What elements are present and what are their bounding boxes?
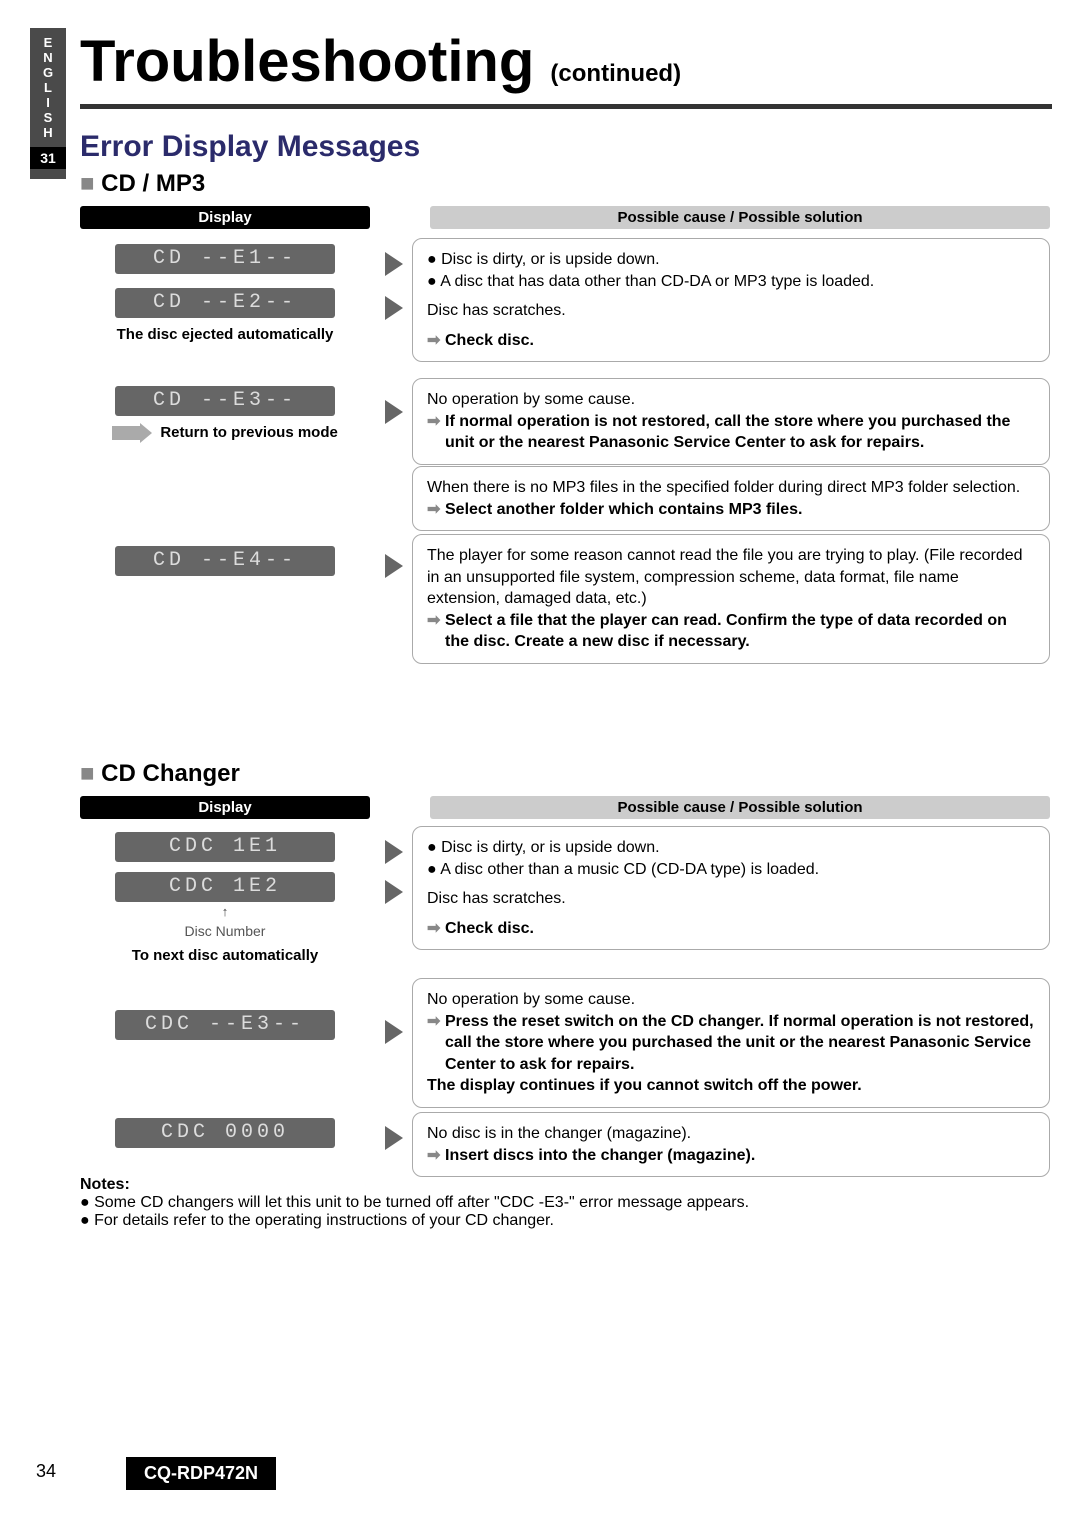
- solution-action: If normal operation is not restored, cal…: [427, 411, 1035, 454]
- solution-text: No operation by some cause.: [427, 389, 1035, 411]
- disc-number-label: Disc Number: [80, 923, 370, 939]
- language-tab: E N G L I S H 31: [30, 28, 66, 179]
- solution-action: Press the reset switch on the CD changer…: [427, 1011, 1035, 1076]
- display-group-e4: CD --E4--: [80, 546, 370, 576]
- solution-text: Disc has scratches.: [427, 300, 1035, 322]
- col-display-header: Display: [80, 796, 370, 819]
- page-title: Troubleshooting (continued): [80, 28, 681, 95]
- display-note: Return to previous mode: [80, 424, 370, 441]
- subheading-cd-mp3: ■ CD / MP3: [80, 170, 205, 198]
- page-ref: 31: [30, 147, 66, 169]
- display-group-cdc-nodisc: CDC 0000: [80, 1118, 370, 1148]
- title-rule: [80, 104, 1052, 109]
- note-item: ● Some CD changers will let this unit to…: [80, 1194, 1050, 1212]
- arrow-icon: [385, 296, 403, 320]
- arrow-icon: [112, 426, 140, 440]
- display-code: CDC 0000: [115, 1118, 335, 1148]
- solution-text: No operation by some cause.: [427, 989, 1035, 1011]
- solution-action: Check disc.: [427, 330, 1035, 352]
- display-code: CDC --E3--: [115, 1010, 335, 1040]
- model-number: CQ-RDP472N: [126, 1457, 276, 1490]
- solution-box: When there is no MP3 files in the specif…: [412, 466, 1050, 531]
- solution-action: Select a file that the player can read. …: [427, 610, 1035, 653]
- text: Disc is dirty, or is upside down.: [441, 839, 659, 856]
- solution-box: No disc is in the changer (magazine). In…: [412, 1112, 1050, 1177]
- col-display-header: Display: [80, 206, 370, 229]
- solution-action: Check disc.: [427, 918, 1035, 940]
- display-group-e1-e2: CD --E1-- CD --E2-- The disc ejected aut…: [80, 244, 370, 343]
- lang-letter: H: [30, 126, 66, 141]
- solution-action: Select another folder which contains MP3…: [427, 499, 1035, 521]
- arrow-icon: [385, 1020, 403, 1044]
- arrow-icon: [385, 554, 403, 578]
- lang-letter: S: [30, 111, 66, 126]
- lang-letter: N: [30, 51, 66, 66]
- text: For details refer to the operating instr…: [94, 1212, 554, 1229]
- solution-box: The player for some reason cannot read t…: [412, 534, 1050, 664]
- display-code: CD --E4--: [115, 546, 335, 576]
- display-group-cdc-e3: CDC --E3--: [80, 1010, 370, 1040]
- section-heading: Error Display Messages: [80, 130, 420, 164]
- square-bullet: ■: [80, 760, 101, 787]
- subheading-text: CD / MP3: [101, 170, 205, 197]
- notes-section: Notes: ● Some CD changers will let this …: [80, 1176, 1050, 1230]
- notes-heading: Notes:: [80, 1176, 1050, 1194]
- lang-letter: I: [30, 96, 66, 111]
- text: A disc other than a music CD (CD-DA type…: [440, 861, 819, 878]
- subheading-text: CD Changer: [101, 760, 240, 787]
- display-code: CD --E3--: [115, 386, 335, 416]
- display-group-cdc-e1-e2: CDC 1E1 CDC 1E2 ↑ Disc Number To next di…: [80, 832, 370, 964]
- solution-text: When there is no MP3 files in the specif…: [427, 477, 1035, 499]
- display-code: CDC 1E1: [115, 832, 335, 862]
- title-main: Troubleshooting: [80, 29, 534, 94]
- solution-text: ● Disc is dirty, or is upside down.: [427, 249, 1035, 271]
- display-code: CDC 1E2: [115, 872, 335, 902]
- arrow-icon: [385, 400, 403, 424]
- subheading-cd-changer: ■ CD Changer: [80, 760, 240, 788]
- lang-letter: L: [30, 81, 66, 96]
- display-note: To next disc automatically: [80, 947, 370, 964]
- text: Some CD changers will let this unit to b…: [94, 1194, 749, 1211]
- solution-text: Disc has scratches.: [427, 888, 1035, 910]
- display-note: The disc ejected automatically: [80, 326, 370, 343]
- display-group-e3: CD --E3-- Return to previous mode: [80, 386, 370, 441]
- solution-text: ● A disc that has data other than CD-DA …: [427, 271, 1035, 293]
- solution-box: ● Disc is dirty, or is upside down. ● A …: [412, 238, 1050, 362]
- solution-box: ● Disc is dirty, or is upside down. ● A …: [412, 826, 1050, 950]
- solution-text: ● A disc other than a music CD (CD-DA ty…: [427, 859, 1035, 881]
- arrow-icon: [385, 880, 403, 904]
- solution-text: The display continues if you cannot swit…: [427, 1075, 1035, 1097]
- arrow-icon: [385, 1126, 403, 1150]
- disc-num-pointer: ↑: [80, 904, 370, 919]
- lang-letter: E: [30, 36, 66, 51]
- title-continued: (continued): [550, 60, 681, 87]
- solution-text: The player for some reason cannot read t…: [427, 545, 1035, 610]
- page-number: 34: [36, 1461, 56, 1482]
- text: Disc is dirty, or is upside down.: [441, 251, 659, 268]
- arrow-icon: [385, 840, 403, 864]
- solution-action: Insert discs into the changer (magazine)…: [427, 1145, 1035, 1167]
- col-cause-header: Possible cause / Possible solution: [430, 796, 1050, 819]
- solution-text: ● Disc is dirty, or is upside down.: [427, 837, 1035, 859]
- column-headers: Display Possible cause / Possible soluti…: [80, 206, 1050, 229]
- note-item: ● For details refer to the operating ins…: [80, 1212, 1050, 1230]
- text: Return to previous mode: [160, 424, 338, 441]
- lang-letter: G: [30, 66, 66, 81]
- col-cause-header: Possible cause / Possible solution: [430, 206, 1050, 229]
- display-code: CD --E1--: [115, 244, 335, 274]
- text: A disc that has data other than CD-DA or…: [440, 273, 874, 290]
- arrow-icon: [385, 252, 403, 276]
- solution-text: No disc is in the changer (magazine).: [427, 1123, 1035, 1145]
- solution-box: No operation by some cause. If normal op…: [412, 378, 1050, 465]
- solution-box: No operation by some cause. Press the re…: [412, 978, 1050, 1108]
- display-code: CD --E2--: [115, 288, 335, 318]
- square-bullet: ■: [80, 170, 101, 197]
- column-headers: Display Possible cause / Possible soluti…: [80, 796, 1050, 819]
